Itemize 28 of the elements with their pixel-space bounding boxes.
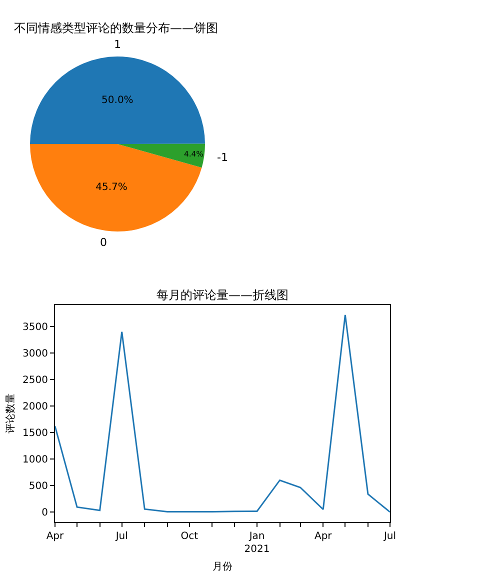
data-label: 4.4% xyxy=(184,149,204,158)
x-tick-label: Oct xyxy=(180,531,198,542)
x-tick-label: Apr xyxy=(46,531,65,542)
chart-title: 每月的评论量——折线图 xyxy=(156,288,288,302)
pie-slice xyxy=(30,56,205,144)
x-axis-title: 月份 xyxy=(212,562,232,572)
x-tick-label: Jul xyxy=(114,531,128,542)
slice-label: 0 xyxy=(100,236,107,249)
line-series xyxy=(55,314,390,513)
y-tick-label: 1500 xyxy=(22,428,48,440)
data-label: 45.7% xyxy=(96,182,128,194)
slice-label: 1 xyxy=(114,38,121,51)
slice-label: -1 xyxy=(217,151,228,164)
y-tick-label: 3500 xyxy=(22,322,48,334)
y-tick-label: 0 xyxy=(42,508,48,519)
pie-slice xyxy=(30,144,202,232)
y-tick-label: 2000 xyxy=(22,402,48,413)
x-tick-label: Jan 2021 xyxy=(244,531,270,555)
pie-slice xyxy=(118,144,205,168)
y-axis-title: 评论数量 xyxy=(4,394,17,434)
x-tick-label: Apr xyxy=(314,531,333,542)
y-tick-label: 1000 xyxy=(22,454,48,466)
x-tick-label: Jul xyxy=(382,531,396,542)
y-tick-label: 3000 xyxy=(22,348,48,360)
data-label: 50.0% xyxy=(102,94,134,106)
y-tick-label: 500 xyxy=(28,481,48,492)
y-tick-label: 2500 xyxy=(22,375,48,386)
chart-title: 不同情感类型评论的数量分布——饼图 xyxy=(14,21,218,36)
